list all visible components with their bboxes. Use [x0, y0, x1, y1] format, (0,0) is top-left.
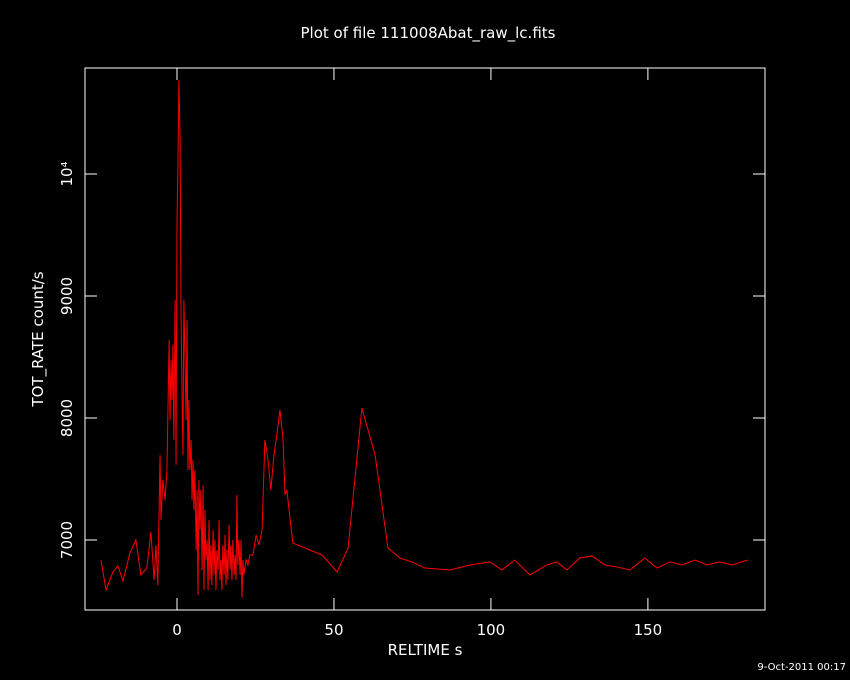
x-axis-label: RELTIME s [388, 641, 463, 659]
x-tick-label: 100 [477, 621, 506, 639]
y-tick-label: 7000 [58, 521, 76, 559]
y-tick-label: 8000 [58, 399, 76, 437]
chart-title: Plot of file 111008Abat_raw_lc.fits [301, 24, 556, 43]
y-tick-label: 10⁴ [58, 161, 76, 186]
y-axis-label: TOT_RATE count/s [29, 271, 48, 407]
timestamp: 9-Oct-2011 00:17 [757, 662, 846, 673]
light-curve [100, 80, 748, 598]
x-tick-label: 150 [634, 621, 663, 639]
x-tick-label: 0 [172, 621, 182, 639]
y-tick-label: 9000 [58, 277, 76, 315]
plot-frame [84, 67, 766, 611]
x-tick-label: 50 [324, 621, 343, 639]
